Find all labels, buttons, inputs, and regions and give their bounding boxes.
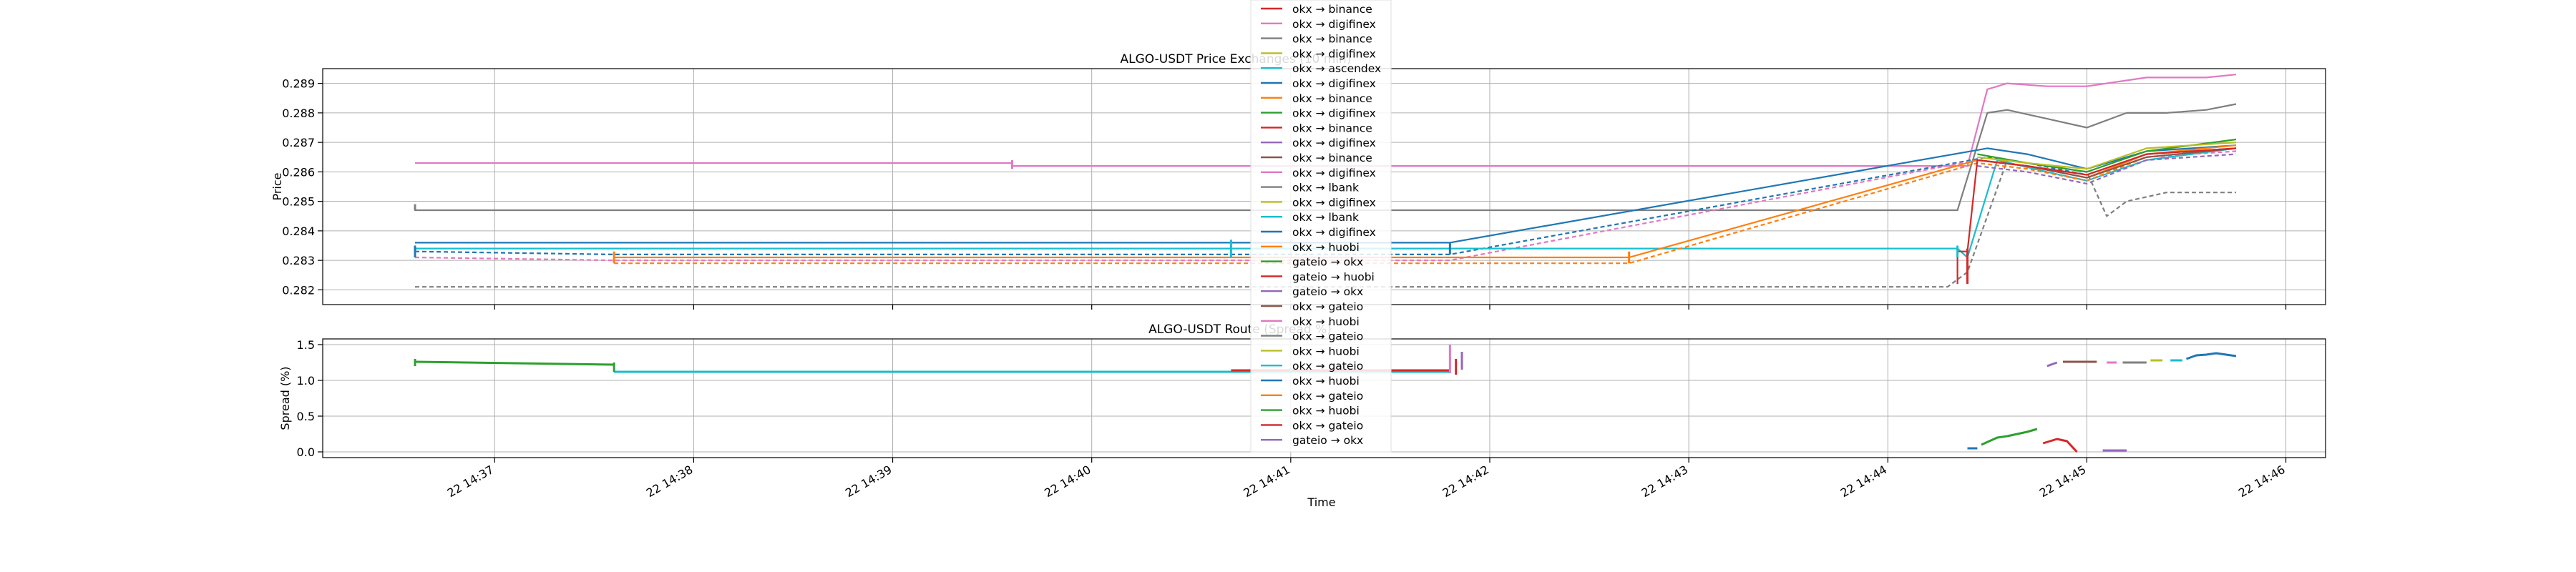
legend-label: okx → binance [1292,92,1372,105]
legend-label: okx → ascendex [1292,62,1381,75]
legend-label: okx → digifinex [1292,226,1376,239]
legend-label: okx → gateio [1292,419,1363,432]
spread-series-line [414,360,615,366]
price-y-tick-label: 0.288 [282,107,315,120]
price-series-line [614,147,2237,265]
legend-label: okx → binance [1292,122,1372,134]
spread-y-tick-label: 0.5 [297,410,315,423]
price-series-line [414,103,2237,212]
spread-series-line [2042,438,2078,453]
price-y-tick-label: 0.284 [282,225,315,238]
price-y-tick-label: 0.289 [282,77,315,91]
legend-box [1250,0,1392,453]
spread-series-line [2185,352,2237,360]
legend-label: okx → gateio [1292,390,1363,403]
legend-label: okx → binance [1292,3,1372,16]
legend-label: okx → lbank [1292,182,1359,194]
spread-series-line [2046,361,2058,368]
price-series-line [1977,153,2237,184]
legend-label: okx → digifinex [1292,107,1376,120]
legend-label: okx → huobi [1292,405,1360,418]
price-y-tick-label: 0.283 [282,254,315,267]
legend-label: okx → binance [1292,33,1372,46]
legend-label: okx → gateio [1292,330,1363,343]
price-y-tick-label: 0.287 [282,136,315,149]
spread-y-axis-label: Spread (%) [278,366,292,430]
legend-label: okx → digifinex [1292,47,1376,60]
legend-label: okx → huobi [1292,315,1360,328]
spread-y-tick-label: 0.0 [297,445,315,459]
legend-label: gateio → okx [1292,256,1363,269]
spread-y-ticks: 0.0 0.5 1.0 1.5 [297,338,323,459]
legend-label: okx → binance [1292,152,1372,164]
legend-label: okx → digifinex [1292,18,1376,31]
legend-label: okx → digifinex [1292,137,1376,149]
legend-label: gateio → huobi [1292,270,1375,283]
legend-label: okx → huobi [1292,375,1360,388]
price-y-ticks: 0.282 0.283 0.284 0.285 0.286 0.287 0.288 0.289 [282,77,323,297]
price-y-tick-label: 0.285 [282,195,315,209]
legend-label: okx → digifinex [1292,77,1376,90]
spread-y-tick-label: 1.0 [297,374,315,388]
legend-label: gateio → okx [1292,285,1363,298]
legend-label: okx → lbank [1292,211,1359,224]
price-series-line [1977,142,2237,170]
spread-y-tick-label: 1.5 [297,338,315,352]
price-series-line [1956,147,2237,285]
legend-label: okx → gateio [1292,300,1363,313]
price-y-tick-label: 0.286 [282,165,315,179]
legend-label: gateio → okx [1292,434,1363,447]
spread-series-line [1981,428,2038,446]
price-y-axis-label: Price [270,172,284,200]
legend-label: okx → digifinex [1292,196,1376,209]
price-series-group [414,74,2237,288]
price-y-tick-label: 0.282 [282,283,315,297]
legend-label: okx → gateio [1292,360,1363,373]
legend-label: okx → huobi [1292,241,1360,254]
legend-label: okx → huobi [1292,345,1360,358]
price-series-line [1977,138,2237,173]
x-axis-label: Time [1307,495,1335,509]
legend-label: okx → digifinex [1292,167,1376,179]
